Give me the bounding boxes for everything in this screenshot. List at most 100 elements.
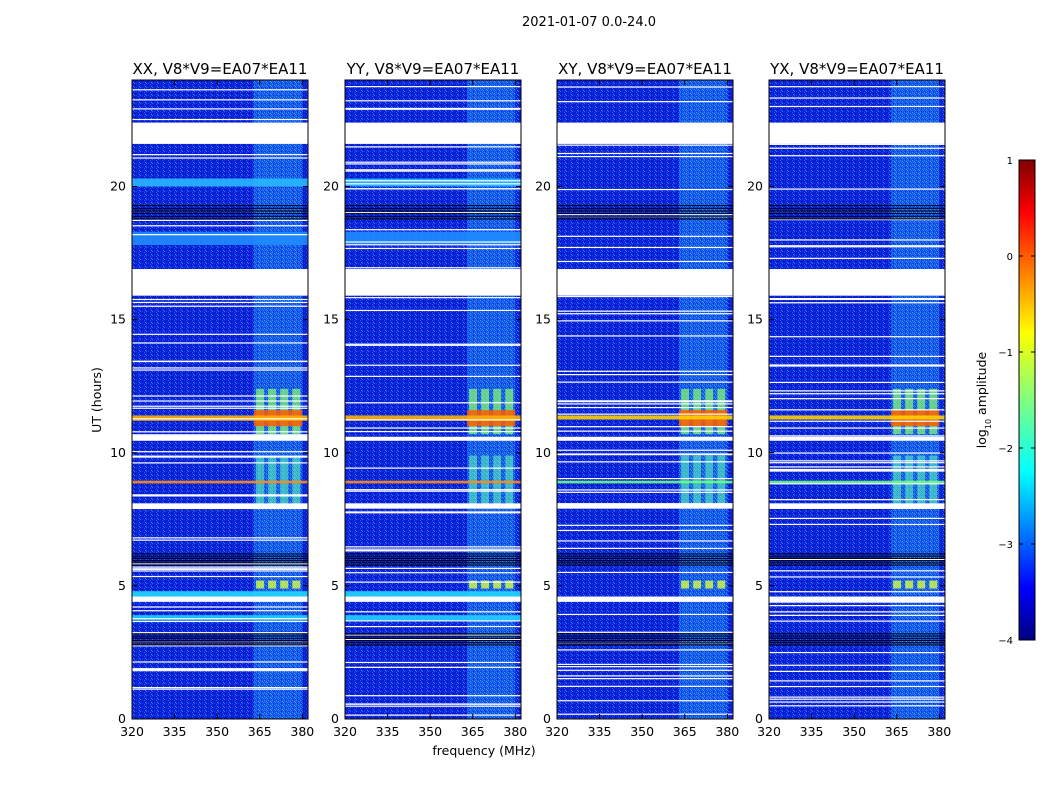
xticks-yx: 320 335 350 365 380	[757, 80, 951, 739]
dark-line	[132, 564, 308, 566]
y-tick-label: 10	[110, 445, 126, 460]
flag-line	[769, 188, 945, 190]
dark-line	[769, 213, 945, 215]
flag-line	[345, 180, 521, 182]
dark-line	[132, 555, 308, 557]
flag-line	[345, 161, 521, 163]
dark-line	[557, 215, 733, 217]
dark-line	[769, 560, 945, 562]
dark-line	[769, 207, 945, 209]
flag-line	[345, 548, 521, 550]
dark-line	[132, 215, 308, 217]
colorbar-tick-label: −2	[998, 444, 1013, 455]
flag-line	[769, 97, 945, 99]
dark-line	[557, 635, 733, 637]
dark-line	[557, 560, 733, 562]
panel-title-xx: XX, V8*V9=EA07*EA11	[133, 60, 308, 78]
dark-line	[345, 640, 521, 642]
y-tick-label: 15	[535, 312, 551, 327]
flag-line	[132, 154, 308, 156]
y-tick-label: 5	[543, 578, 551, 593]
y-tick-label: 15	[747, 312, 763, 327]
dark-line	[345, 553, 521, 555]
flag-line	[769, 576, 945, 578]
flag-line	[132, 157, 308, 159]
y-tick-label: 0	[755, 711, 763, 726]
flag-line	[769, 155, 945, 157]
flag-line	[345, 247, 521, 250]
flag-line	[132, 407, 308, 409]
flag-line	[769, 601, 945, 603]
flag-line	[557, 449, 733, 451]
blank-range	[769, 122, 945, 144]
flag-line	[557, 685, 733, 687]
rfi-channel	[469, 580, 478, 589]
flag-line	[769, 570, 945, 572]
y-tick-label: 20	[110, 179, 126, 194]
dark-line	[345, 555, 521, 557]
dark-line	[769, 642, 945, 644]
flag-line	[557, 524, 733, 526]
flag-line	[345, 639, 521, 641]
flag-line	[132, 568, 308, 570]
flag-line	[557, 188, 733, 191]
flag-line	[769, 614, 945, 616]
flag-line	[769, 365, 945, 367]
flag-line	[132, 369, 308, 371]
x-tick-label: 335	[163, 724, 187, 739]
flag-line	[557, 540, 733, 542]
dark-line	[769, 215, 945, 217]
flag-line	[769, 680, 945, 682]
dark-line	[132, 642, 308, 644]
flag-line	[132, 108, 308, 110]
flag-line	[345, 100, 521, 102]
dark-line	[557, 210, 733, 212]
panel-xx: XX, V8*V9=EA07*EA11 320 335 350 365 380 0 5 10…	[110, 60, 314, 739]
flag-line	[557, 669, 733, 671]
dark-line	[557, 213, 733, 215]
flag-line	[769, 364, 945, 366]
heatmap-strip	[132, 615, 308, 621]
heatmap-strip	[132, 415, 308, 421]
rfi-channel	[705, 580, 714, 589]
dark-line	[132, 210, 308, 212]
flag-line	[345, 107, 521, 110]
flag-line	[345, 550, 521, 552]
dark-line	[557, 640, 733, 642]
yticks-yy: 0 5 10 15 20	[323, 179, 521, 726]
flag-line	[557, 613, 733, 616]
dark-line	[557, 205, 733, 207]
dark-line	[345, 207, 521, 209]
flag-line	[132, 435, 308, 437]
flag-line	[132, 645, 308, 647]
flag-line	[769, 302, 945, 304]
flag-line	[769, 460, 945, 462]
flag-line	[345, 611, 521, 613]
flag-line	[769, 297, 945, 300]
flag-line	[345, 183, 521, 185]
y-tick-label: 0	[331, 711, 339, 726]
flag-line	[769, 523, 945, 526]
y-tick-label: 0	[118, 711, 126, 726]
flag-line	[769, 409, 945, 411]
blank-range	[132, 503, 308, 509]
y-tick-label: 20	[535, 179, 551, 194]
dark-line	[769, 553, 945, 555]
flag-line	[132, 606, 308, 608]
dark-line	[557, 564, 733, 566]
xticks-xy: 320 335 350 365 380	[545, 80, 739, 739]
dark-line	[769, 210, 945, 212]
flag-line	[557, 320, 733, 322]
dark-line	[132, 213, 308, 215]
flag-line	[345, 163, 521, 165]
flag-line	[557, 666, 733, 668]
flag-line	[132, 670, 308, 672]
flag-line	[769, 355, 945, 357]
heatmap-strip	[132, 231, 308, 246]
dark-line	[345, 205, 521, 207]
rfi-channel	[693, 580, 702, 589]
dark-line	[132, 560, 308, 562]
dark-line	[769, 564, 945, 566]
flag-line	[345, 364, 521, 366]
panel-title-yy: YY, V8*V9=EA07*EA11	[346, 60, 520, 78]
